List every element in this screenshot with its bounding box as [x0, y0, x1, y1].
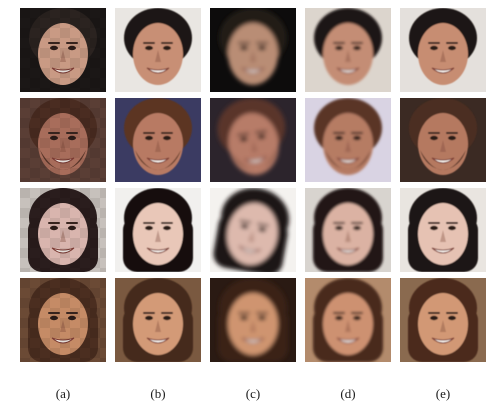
face-image-row2-c	[210, 98, 296, 182]
face-image-row1-b	[115, 8, 201, 92]
face-image-row4-d	[305, 278, 391, 362]
face-image-row2-d	[305, 98, 391, 182]
face-image-row3-a	[20, 188, 106, 272]
face-image-row4-c	[210, 278, 296, 362]
column-label-b: (b)	[150, 386, 166, 401]
column-label-d: (d)	[340, 386, 356, 401]
face-image-row4-b	[115, 278, 201, 362]
column-label-a: (a)	[55, 386, 71, 401]
face-image-row2-a	[20, 98, 106, 182]
column-label-c: (c)	[245, 386, 261, 401]
face-image-row4-e	[400, 278, 486, 362]
face-image-row3-e	[400, 188, 486, 272]
face-image-row3-c	[210, 188, 296, 272]
face-image-row4-a	[20, 278, 106, 362]
face-image-row2-e	[400, 98, 486, 182]
face-image-row1-e	[400, 8, 486, 92]
face-image-row2-b	[115, 98, 201, 182]
face-image-row1-a	[20, 8, 106, 92]
face-image-row3-d	[305, 188, 391, 272]
column-label-e: (e)	[435, 386, 451, 401]
face-image-row1-c	[210, 8, 296, 92]
face-image-row3-b	[115, 188, 201, 272]
face-image-row1-d	[305, 8, 391, 92]
